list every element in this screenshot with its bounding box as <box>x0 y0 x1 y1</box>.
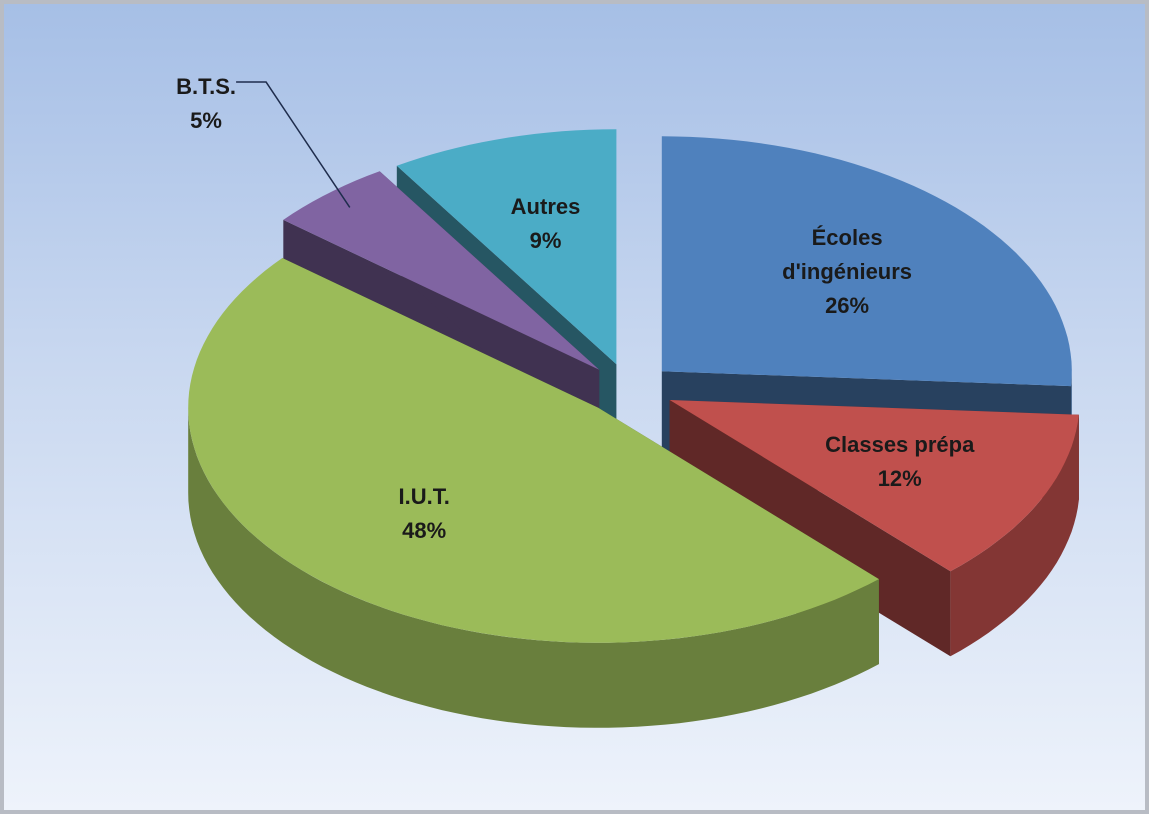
slice-top <box>283 171 600 370</box>
value-label: 12% <box>877 466 922 492</box>
category-label: Classes prépa <box>825 432 975 458</box>
value-label: 26% <box>825 292 870 318</box>
category-label: I.U.T. <box>398 484 450 509</box>
slice-top <box>661 136 1072 387</box>
category-label: B.T.S. <box>176 74 237 100</box>
slice-side-face <box>669 400 951 657</box>
slice-outer-wall <box>188 407 879 728</box>
value-label: 48% <box>402 518 447 543</box>
value-label: 5% <box>190 108 222 134</box>
data-label: I.U.T. 48% <box>399 480 450 548</box>
slice-top <box>669 400 1079 572</box>
slice <box>669 400 1079 657</box>
data-label: Écoles d'ingénieurs 26% <box>752 221 942 323</box>
category-label: Autres <box>510 194 581 220</box>
pie-chart <box>188 81 1079 728</box>
slice-outer-wall <box>950 414 1079 657</box>
value-label: 9% <box>529 228 562 254</box>
leader-line <box>236 81 351 208</box>
slice-top <box>188 258 879 643</box>
slice-top <box>396 129 617 365</box>
data-label: Autres 9% <box>511 190 581 258</box>
slice <box>188 258 879 728</box>
data-label: Classes prépa 12% <box>825 428 974 496</box>
data-label: B.T.S. 5% <box>176 70 236 138</box>
category-label: Écoles d'ingénieurs <box>782 224 913 284</box>
